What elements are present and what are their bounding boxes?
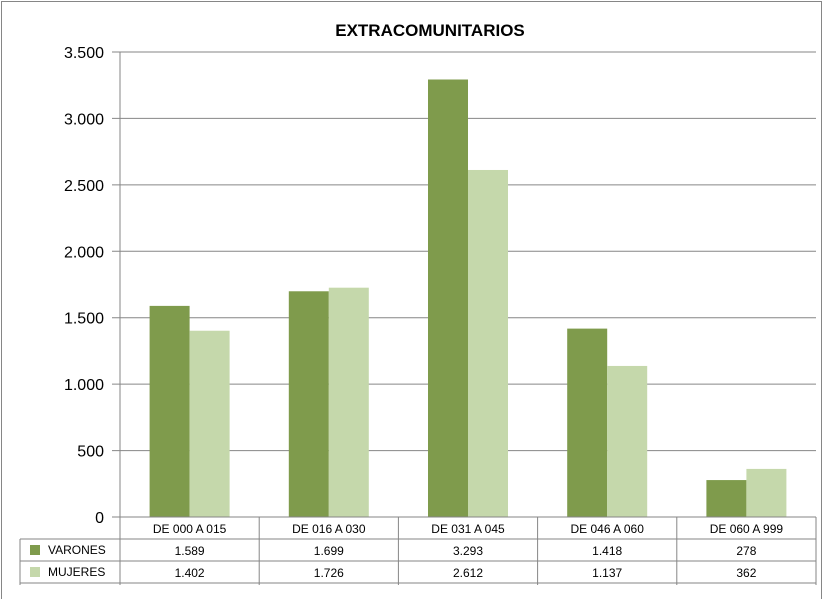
y-tick-label: 0 — [95, 510, 104, 527]
data-label: 3.293 — [453, 544, 483, 558]
bar-varones — [428, 79, 468, 517]
data-label: 1.418 — [592, 544, 622, 558]
bar-varones — [288, 291, 329, 517]
x-tick-label: DE 031 A 045 — [431, 522, 505, 536]
y-axis-ticks: 0 500 1.000 1.500 2.000 2.500 3.000 3.500 — [64, 45, 104, 527]
data-label: 1.699 — [314, 544, 344, 558]
bars — [149, 79, 787, 517]
bar-mujeres — [746, 468, 787, 517]
data-label: 2.612 — [453, 566, 483, 580]
data-label: 1.402 — [175, 566, 205, 580]
bar-varones — [567, 328, 608, 517]
y-tick-label: 3.500 — [64, 45, 104, 62]
data-table: DE 000 A 015 DE 016 A 030 DE 031 A 045 DE 0… — [19, 516, 817, 585]
chart-title: EXTRACOMUNITARIOS — [335, 21, 525, 40]
y-tick-label: 2.500 — [64, 178, 104, 195]
y-tick-label: 3.000 — [64, 111, 104, 128]
data-label: 1.589 — [175, 544, 205, 558]
x-tick-label: DE 000 A 015 — [153, 522, 227, 536]
y-tick-label: 2.000 — [64, 244, 104, 261]
bar-varones — [149, 305, 190, 517]
y-tick-label: 500 — [77, 444, 104, 461]
bar-mujeres — [468, 169, 508, 517]
x-tick-label: DE 060 A 999 — [710, 522, 784, 536]
data-label: 362 — [736, 566, 756, 580]
bar-varones — [706, 480, 747, 517]
x-tick-label: DE 016 A 030 — [292, 522, 366, 536]
data-label: 1.137 — [592, 566, 622, 580]
data-label: 1.726 — [314, 566, 344, 580]
legend-label: MUJERES — [48, 565, 105, 579]
data-label: 278 — [736, 544, 756, 558]
y-tick-label: 1.000 — [64, 377, 104, 394]
legend-swatch — [30, 567, 40, 577]
bar-mujeres — [189, 330, 230, 517]
y-tick-label: 1.500 — [64, 311, 104, 328]
bar-mujeres — [607, 365, 648, 517]
legend-label: VARONES — [48, 543, 106, 557]
legend-swatch — [30, 545, 40, 555]
bar-mujeres — [328, 287, 369, 517]
x-tick-label: DE 046 A 060 — [570, 522, 644, 536]
